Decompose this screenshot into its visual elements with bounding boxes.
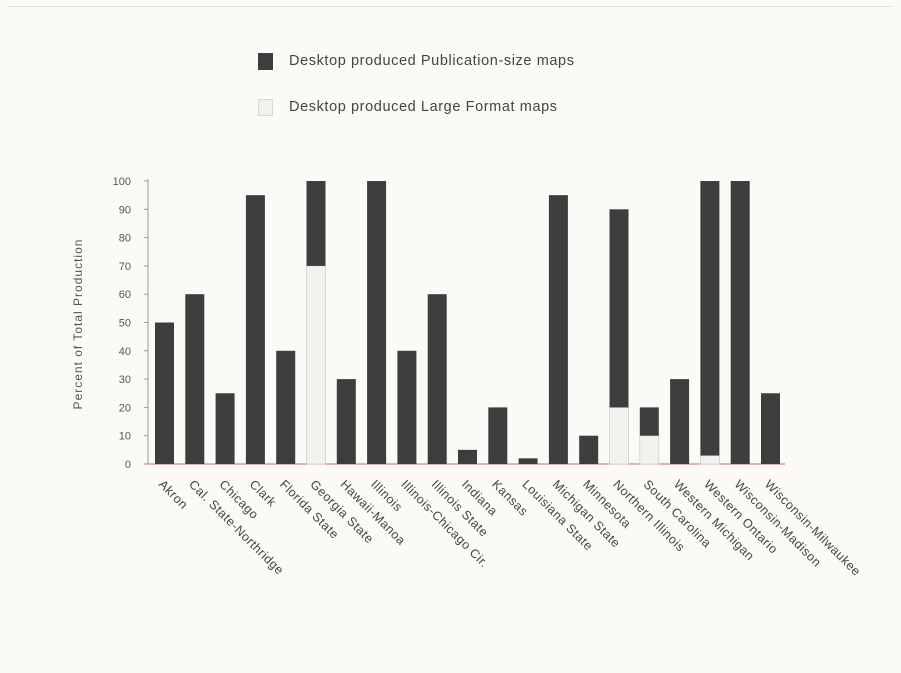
bar-hawaii-manoa-publication-size	[336, 379, 356, 464]
y-tick-label: 80	[119, 233, 131, 245]
legend-swatch-publication-size	[258, 52, 273, 70]
y-tick-label: 10	[119, 431, 131, 443]
legend-swatch-large-format	[258, 98, 273, 116]
y-tick-label: 90	[119, 204, 131, 216]
legend-item-publication-size: Desktop produced Publication-size maps	[258, 50, 575, 72]
y-tick-label: 40	[119, 346, 131, 358]
y-tick-label: 100	[113, 176, 131, 188]
bar-georgia-state-large-format	[306, 265, 326, 465]
bar-wisconsin-madison-publication-size	[730, 181, 750, 464]
bar-northern-illinois-large-format	[609, 406, 629, 465]
y-tick-label: 0	[125, 459, 131, 471]
chart-frame	[8, 6, 892, 667]
y-tick-label: 50	[119, 318, 131, 330]
y-tick-label: 70	[119, 261, 131, 273]
bar-minnesota-publication-size	[579, 435, 599, 464]
bar-florida-state-publication-size	[276, 350, 296, 464]
bar-south-carolina-large-format	[639, 435, 660, 465]
bar-illinois-publication-size	[367, 181, 387, 464]
bar-south-carolina-publication-size	[639, 407, 659, 436]
bar-chicago-publication-size	[215, 393, 235, 464]
legend-label-publication-size: Desktop produced Publication-size maps	[289, 53, 575, 69]
bar-clark-publication-size	[245, 195, 265, 464]
bar-akron-publication-size	[155, 322, 174, 464]
bar-western-ontario-large-format	[700, 455, 720, 465]
bar-louisiana-state-publication-size	[518, 458, 538, 464]
y-tick-label: 30	[119, 374, 131, 386]
bar-indiana-publication-size	[458, 449, 477, 464]
legend-item-large-format: Desktop produced Large Format maps	[258, 96, 575, 118]
bar-cal-state-northridge-publication-size	[185, 294, 205, 464]
y-axis-title: Percent of Total Production	[71, 239, 85, 410]
bar-western-ontario-publication-size	[700, 181, 720, 456]
bar-michigan-state-publication-size	[548, 195, 568, 464]
bar-illinois-state-publication-size	[427, 294, 447, 464]
legend: Desktop produced Publication-size maps D…	[258, 50, 575, 142]
y-tick-label: 60	[119, 289, 131, 301]
x-tick-label-akron: Akron	[156, 477, 191, 512]
y-tick-label: 20	[119, 402, 131, 414]
bar-georgia-state-publication-size	[306, 181, 326, 266]
bar-wisconsin-milwaukee-publication-size	[761, 393, 780, 464]
bar-kansas-publication-size	[488, 407, 508, 464]
bar-western-michigan-publication-size	[670, 379, 690, 464]
bar-illinois-chicago-cir-publication-size	[397, 350, 417, 464]
legend-label-large-format: Desktop produced Large Format maps	[289, 99, 558, 115]
bar-northern-illinois-publication-size	[609, 209, 629, 408]
